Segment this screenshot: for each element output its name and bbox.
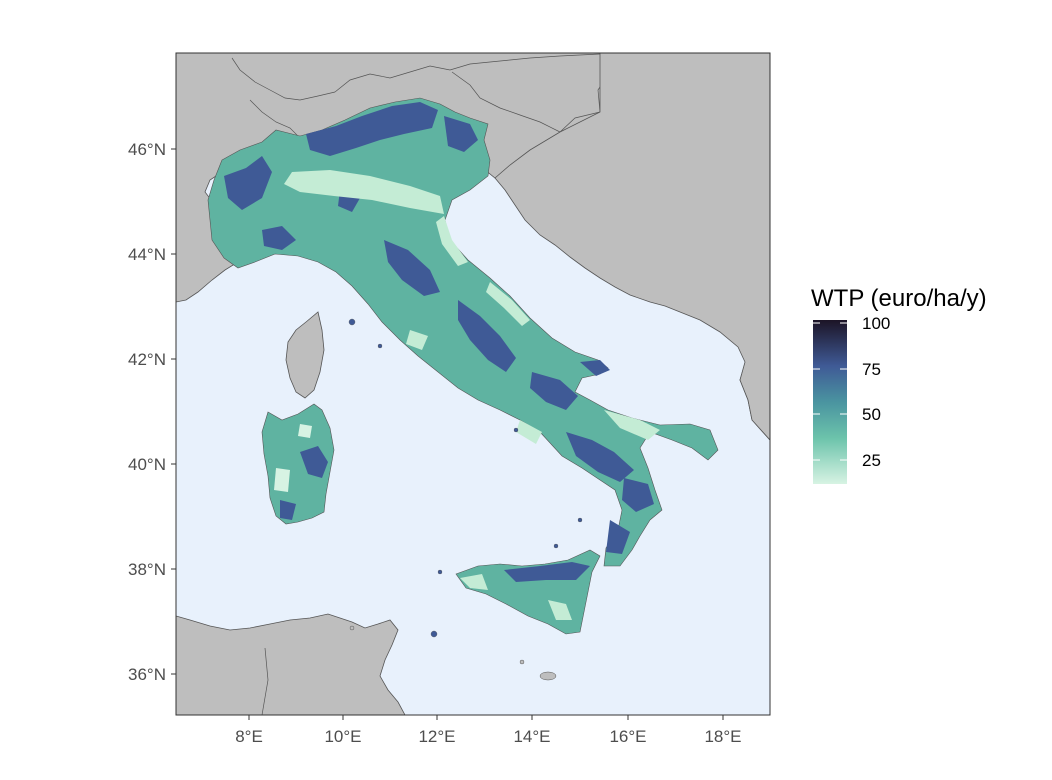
- x-tick-label: 14°E: [513, 727, 550, 746]
- color-legend: WTP (euro/ha/y) 100 75 50 25: [811, 285, 987, 484]
- y-tick-label: 42°N: [128, 350, 166, 369]
- corsica: [285, 311, 325, 399]
- x-tick-label: 18°E: [704, 727, 741, 746]
- x-tick-label: 12°E: [418, 727, 455, 746]
- legend-ticks: [813, 322, 847, 461]
- north-africa-land: [176, 613, 406, 715]
- legend-label: 75: [862, 360, 881, 379]
- legend-label: 25: [862, 451, 881, 470]
- legend-colorbar: [813, 320, 847, 484]
- africa-border: [261, 647, 269, 715]
- sardinia-low-zones: [274, 424, 312, 492]
- x-axis: 8°E 10°E 12°E 14°E 16°E 18°E: [235, 715, 742, 746]
- sardinia: [261, 403, 335, 525]
- croatia-coast: [494, 53, 770, 441]
- x-tick-label: 8°E: [235, 727, 263, 746]
- x-tick-label: 16°E: [609, 727, 646, 746]
- map-panel-border: [175, 52, 771, 716]
- small-islands: [348, 318, 583, 638]
- y-tick-label: 46°N: [128, 140, 166, 159]
- y-tick-label: 40°N: [128, 455, 166, 474]
- y-tick-label: 44°N: [128, 245, 166, 264]
- y-axis: 46°N 44°N 42°N 40°N 38°N 36°N: [128, 140, 176, 684]
- legend-title: WTP (euro/ha/y): [811, 285, 987, 312]
- y-tick-label: 36°N: [128, 665, 166, 684]
- wtp-high-zones: [224, 102, 654, 582]
- wtp-low-zones: [284, 170, 660, 620]
- x-tick-label: 10°E: [324, 727, 361, 746]
- legend-label: 50: [862, 405, 881, 424]
- legend-label: 100: [862, 314, 890, 333]
- map-panel: [176, 53, 770, 715]
- sardinia-high-zones: [280, 446, 328, 520]
- y-tick-label: 38°N: [128, 560, 166, 579]
- grey-islets: [349, 625, 557, 681]
